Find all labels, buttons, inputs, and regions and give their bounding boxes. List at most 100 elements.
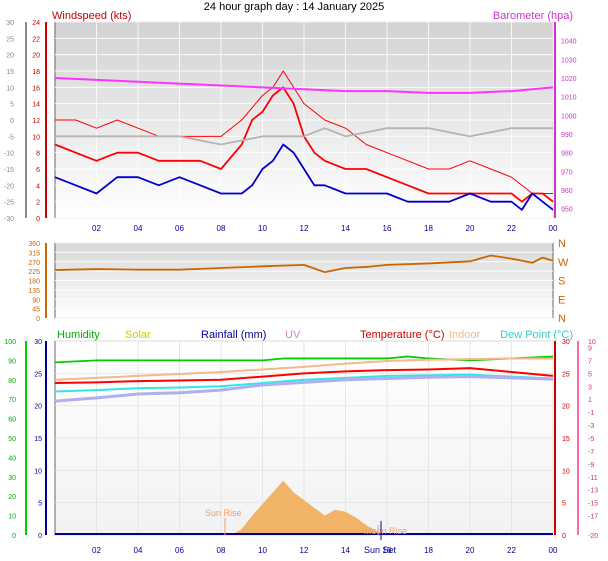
wind-outer-tick-label: -30 [4,216,14,223]
atmosphere-x-tick-label: 00 [549,546,558,555]
wind-x-tick-label: 14 [341,224,350,233]
wind-series-group [54,70,554,211]
temperature-inner-tick-label: 15 [562,436,570,443]
atmosphere-x-tick-label: 02 [92,546,101,555]
temperature-outer-tick-label: -13 [588,488,598,495]
temperature-outer-tick-label: 3 [588,384,592,391]
rainfall-tick-label: 25 [34,371,42,378]
humidity-tick-label: 50 [8,436,16,443]
wind-outer-tick-label: -15 [4,167,14,174]
atmosphere-x-tick-label: 10 [258,546,267,555]
atmosphere-x-tick-label: 16 [383,546,392,555]
wind-outer-tick-label: 20 [6,53,14,60]
direction-tick-label: 0 [36,316,40,323]
temperature-outer-tick-label: 10 [588,339,596,346]
wind-x-tick-label: 04 [134,224,143,233]
humidity-tick-label: 40 [8,455,16,462]
rainfall-tick-label: 15 [34,436,42,443]
atmosphere-x-tick-label: 12 [300,546,309,555]
wind-axes: 302520151050-5-10-15-20-25-3024222018161… [4,20,577,233]
baro-tick-label: 1020 [561,76,577,83]
temperature-outer-tick-label: 1 [588,397,592,404]
wind-panel: 302520151050-5-10-15-20-25-3024222018161… [4,20,577,233]
direction-tick-label: 135 [28,288,40,295]
baro-tick-label: 980 [561,151,573,158]
wind-x-tick-label: 06 [175,224,184,233]
temperature-outer-tick-label: -3 [588,423,594,430]
wind-inner-tick-label: 6 [36,167,40,174]
wind-series-gust [55,70,553,194]
baro-tick-label: 960 [561,188,573,195]
wind-x-tick-label: 02 [92,224,101,233]
temperature-outer-tick-label: -11 [588,475,598,482]
wind-series-average [54,143,554,211]
baro-tick-label: 1040 [561,39,577,46]
atmosphere-x-tick-label: 18 [424,546,433,555]
wind-outer-tick-label: 25 [6,36,14,43]
baro-tick-label: 990 [561,132,573,139]
wind-inner-tick-label: 10 [32,134,40,141]
humidity-tick-label: 0 [12,533,16,540]
direction-tick-label: 180 [28,279,40,286]
temperature-outer-tick-label: 9 [588,345,592,352]
sun-moon-annotations: Sun Rise Moon Rise Sun Set [205,508,407,555]
humidity-label: Humidity [57,329,100,341]
wind-inner-tick-label: 12 [32,118,40,125]
humidity-tick-label: 60 [8,417,16,424]
rainfall-tick-label: 0 [38,533,42,540]
direction-tick-label: 315 [28,250,40,257]
baro-tick-label: 1000 [561,113,577,120]
wind-outer-tick-label: -5 [8,134,14,141]
atmosphere-grid [55,340,554,536]
wind-outer-tick-label: 5 [10,102,14,109]
temperature-outer-tick-label: -15 [588,501,598,508]
direction-tick-label: 360 [28,241,40,248]
wind-outer-tick-label: 30 [6,20,14,27]
direction-tick-label: 270 [28,260,40,267]
direction-series-line [54,254,554,274]
wind-inner-tick-label: 18 [32,69,40,76]
humidity-tick-label: 30 [8,475,16,482]
rainfall-tick-label: 30 [34,339,42,346]
uv-label: UV [285,329,301,341]
direction-tick-label: 90 [32,297,40,304]
wind-inner-tick-label: 0 [36,216,40,223]
humidity-tick-label: 10 [8,514,16,521]
atmosphere-x-tick-label: 08 [217,546,226,555]
wind-outer-tick-label: -25 [4,200,14,207]
temperature-outer-tick-label: 7 [588,358,592,365]
chart-title: 24 hour graph day : 14 January 2025 [204,1,384,13]
wind-outer-tick-label: -10 [4,151,14,158]
wind-outer-tick-label: 15 [6,69,14,76]
temperature-inner-tick-label: 30 [562,339,570,346]
temperature-inner-tick-label: 25 [562,371,570,378]
barometer-label: Barometer (hpa) [493,10,573,22]
wind-x-tick-label: 22 [507,224,516,233]
indoor-label: Indoor [449,329,481,341]
atmosphere-axes: 1009080706050403020100302520151050302520… [4,339,598,555]
atmosphere-x-tick-label: 04 [134,546,143,555]
atmosphere-series-indoor [54,357,553,381]
atmosphere-series-solar [231,480,387,535]
atmosphere-x-tick-label: 22 [507,546,516,555]
wind-outer-tick-label: -20 [4,183,14,190]
direction-tick-label: 45 [32,307,40,314]
wind-x-tick-label: 20 [466,224,475,233]
wind-inner-tick-label: 24 [32,20,40,27]
temperature-outer-tick-label: -1 [588,410,594,417]
compass-label: E [558,294,565,306]
compass-label: N [558,313,566,325]
direction-tick-label: 225 [28,269,40,276]
wind-inner-tick-label: 8 [36,151,40,158]
wind-x-tick-label: 12 [300,224,309,233]
atmosphere-series-temperature-c- [54,367,554,385]
temperature-outer-tick-label: -7 [588,449,594,456]
atmosphere-x-tick-label: 06 [175,546,184,555]
rainfall-tick-label: 5 [38,501,42,508]
sun-set-label: Sun Set [364,545,397,555]
temperature-inner-tick-label: 0 [562,533,566,540]
wind-inner-tick-label: 14 [32,102,40,109]
